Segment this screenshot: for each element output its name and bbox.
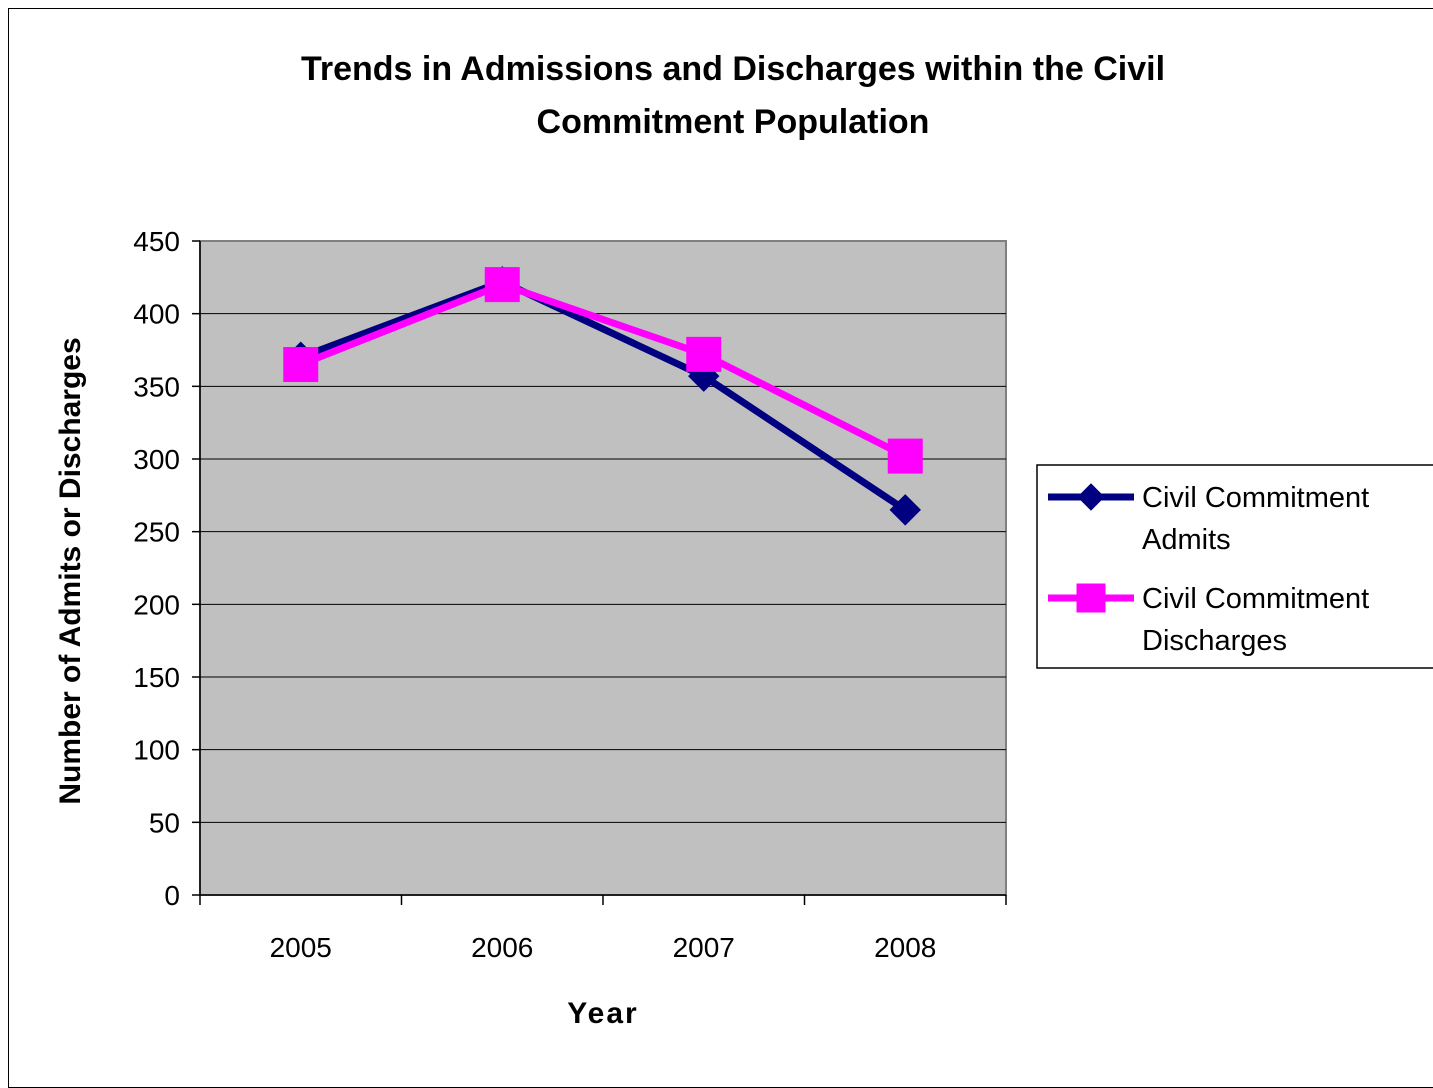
y-tick-label: 300: [133, 444, 180, 475]
y-axis-ticks: 0 50 100 150 200 250 300 350 400 450: [133, 226, 201, 911]
y-tick-label: 400: [133, 299, 180, 330]
series-layer: [283, 265, 923, 526]
plot-area: [199, 240, 1007, 896]
legend-item-1: Civil Commitment Admits: [1048, 482, 1369, 556]
legend-marker: [1077, 483, 1105, 511]
chart-title-line-2: Commitment Population: [537, 103, 930, 141]
legend-label-line-2: Discharges: [1142, 625, 1287, 657]
series-2: [283, 267, 923, 474]
legend-items: Civil Commitment Admits Civil Commitment Di…: [1048, 482, 1369, 657]
series-line: [299, 278, 908, 513]
x-tick-label: 2007: [673, 932, 735, 963]
x-tick-label: 2008: [874, 932, 936, 963]
y-tick-label: 450: [133, 226, 180, 257]
y-axis-title: Number of Admits or Discharges: [54, 337, 87, 804]
chart-title-line-1: Trends in Admissions and Discharges with…: [301, 50, 1165, 88]
x-axis-ticks: 2005 2006 2007 2008: [199, 894, 1007, 963]
x-tick-label: 2006: [471, 932, 533, 963]
y-tick-label: 0: [164, 880, 180, 911]
y-tick-label: 100: [133, 735, 180, 766]
data-point: [283, 347, 319, 383]
legend-label-line-1: Civil Commitment: [1142, 583, 1369, 615]
legend: Civil Commitment Admits Civil Commitment Di…: [1036, 464, 1433, 669]
legend-item-2: Civil Commitment Discharges: [1048, 583, 1369, 657]
y-tick-label: 50: [149, 807, 180, 838]
legend-label-line-1: Civil Commitment: [1142, 482, 1369, 514]
y-tick-label: 350: [133, 371, 180, 402]
data-point: [889, 494, 921, 526]
legend-label-line-2: Admits: [1142, 524, 1231, 556]
data-point: [686, 336, 722, 372]
x-tick-label: 2005: [270, 932, 332, 963]
legend-marker: [1076, 583, 1106, 613]
data-point: [887, 438, 923, 474]
data-point: [484, 267, 520, 303]
y-tick-label: 150: [133, 662, 180, 693]
x-axis-title: Year: [567, 997, 638, 1030]
series-line: [299, 281, 907, 460]
gridlines: [200, 313, 1006, 823]
y-tick-label: 200: [133, 589, 180, 620]
y-tick-label: 250: [133, 517, 180, 548]
